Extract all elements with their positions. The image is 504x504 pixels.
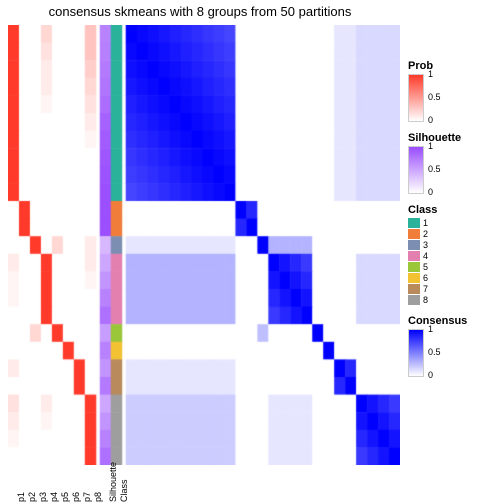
legend-class: Class 12345678 [408,204,500,305]
class-swatch [408,284,420,294]
x-label: p7 [82,492,92,502]
legend-silhouette: Silhouette1 0.5 0 [408,132,500,194]
class-swatch [408,262,420,272]
x-label: p8 [93,492,103,502]
class-label: 4 [423,251,428,261]
legend-title: Prob [408,60,500,72]
legend-title: Class [408,204,500,216]
class-label: 7 [423,284,428,294]
class-item: 2 [408,229,500,239]
class-swatch [408,229,420,239]
legends-panel: Prob10.50Silhouette10.50Class12345678Con… [408,60,500,387]
gradient-bar [408,329,424,377]
class-label: 3 [423,240,428,250]
class-item: 8 [408,295,500,305]
x-label: p4 [49,492,59,502]
class-swatch [408,273,420,283]
class-label: 2 [423,229,428,239]
class-item: 6 [408,273,500,283]
class-label: 5 [423,262,428,272]
class-swatch [408,251,420,261]
class-label: 6 [423,273,428,283]
class-item: 4 [408,251,500,261]
class-item: 1 [408,218,500,228]
chart-title: consensus skmeans with 8 groups from 50 … [0,4,400,19]
class-item: 7 [408,284,500,294]
heatmap-canvas [8,25,400,465]
legend-consensus: Consensus1 0.5 0 [408,315,500,377]
legend-tick: 0 [428,370,433,380]
legend-tick: 0.5 [428,164,441,174]
x-axis-labels: p1p2p3p4p5p6p7p8SilhouetteClass [8,468,400,504]
x-label: p5 [60,492,70,502]
x-label: Class [119,479,129,502]
class-label: 1 [423,218,428,228]
x-label: p2 [27,492,37,502]
legend-tick: 1 [428,69,433,79]
class-swatch [408,218,420,228]
legend-tick: 1 [428,324,433,334]
gradient-bar [408,74,424,122]
legend-title: Consensus [408,315,500,327]
class-swatch [408,295,420,305]
legend-title: Silhouette [408,132,500,144]
gradient-bar [408,146,424,194]
class-label: 8 [423,295,428,305]
legend-tick: 0 [428,115,433,125]
x-label: Silhouette [108,462,118,502]
x-label: p6 [71,492,81,502]
legend-tick: 0.5 [428,92,441,102]
class-swatch [408,240,420,250]
legend-prob: Prob1 0.5 0 [408,60,500,122]
x-label: p3 [38,492,48,502]
class-item: 5 [408,262,500,272]
legend-tick: 0.5 [428,347,441,357]
class-item: 3 [408,240,500,250]
x-label: p1 [16,492,26,502]
legend-tick: 1 [428,141,433,151]
legend-tick: 0 [428,187,433,197]
